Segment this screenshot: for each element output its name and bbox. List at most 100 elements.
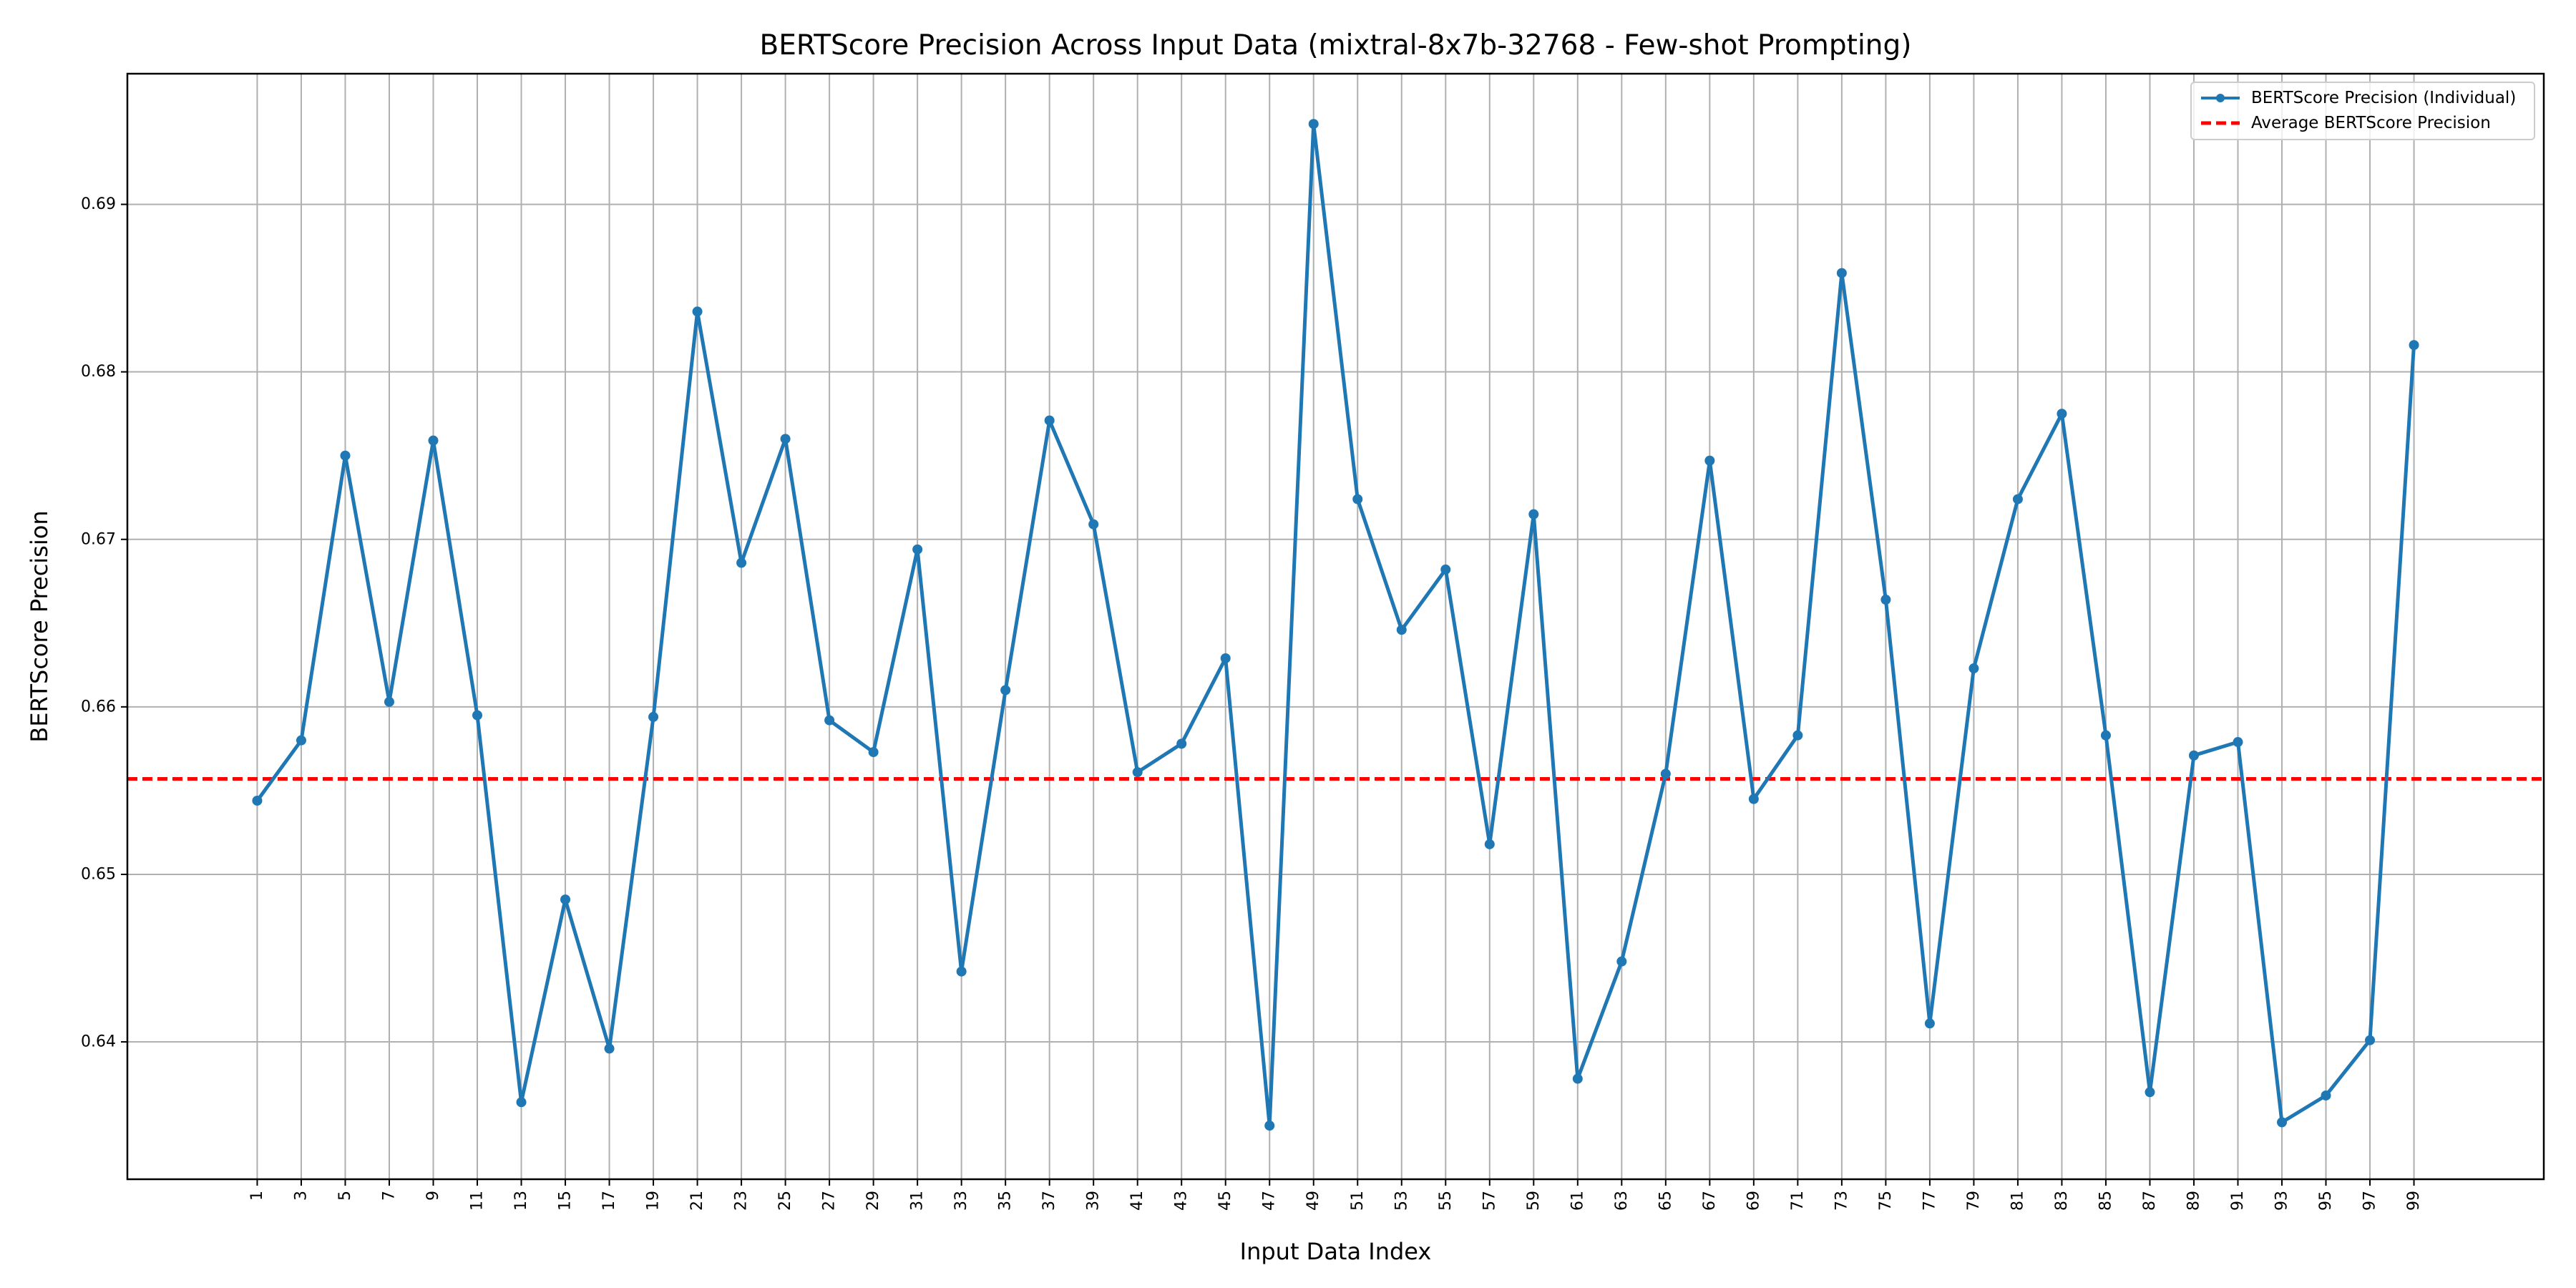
data-point <box>560 894 571 905</box>
x-tick-label: 81 <box>2009 1191 2026 1211</box>
legend-box <box>2190 82 2535 140</box>
x-tick-label: 77 <box>1921 1191 1938 1211</box>
data-point <box>1880 595 1891 605</box>
x-tick-label: 47 <box>1261 1191 1279 1211</box>
x-tick-label: 41 <box>1128 1191 1146 1211</box>
data-point <box>2100 730 2111 741</box>
data-point <box>2012 494 2023 504</box>
x-tick-label: 61 <box>1568 1191 1586 1211</box>
data-point <box>384 696 394 707</box>
data-point <box>296 735 306 746</box>
data-point <box>1924 1018 1935 1029</box>
x-tick-label: 33 <box>952 1191 970 1211</box>
x-tick-label: 91 <box>2229 1191 2247 1211</box>
x-tick-label: 19 <box>645 1191 663 1211</box>
data-point <box>1132 767 1143 778</box>
plot-frame <box>126 72 2545 1181</box>
data-point <box>2145 1087 2155 1098</box>
data-point <box>1176 738 1187 749</box>
data-point <box>780 434 791 444</box>
x-tick-label: 79 <box>1965 1191 1983 1211</box>
y-tick-label: 0.65 <box>81 865 116 883</box>
grid <box>127 74 2544 1179</box>
data-point <box>340 450 351 461</box>
x-tick-label: 87 <box>2141 1191 2159 1211</box>
legend-label-average: Average BERTScore Precision <box>2251 114 2491 132</box>
x-tick-label: 9 <box>424 1191 442 1201</box>
x-tick-label: 15 <box>557 1191 575 1211</box>
y-tick-label: 0.64 <box>81 1033 116 1051</box>
data-point <box>956 966 967 977</box>
legend-label-individual: BERTScore Precision (Individual) <box>2251 89 2516 107</box>
data-point <box>1704 455 1715 466</box>
x-tick-label: 51 <box>1349 1191 1367 1211</box>
x-tick-label: 67 <box>1701 1191 1719 1211</box>
data-point <box>2233 737 2243 748</box>
data-point <box>2277 1117 2288 1128</box>
data-point <box>912 544 923 555</box>
x-tick-label: 95 <box>2317 1191 2335 1211</box>
x-tick-label: 13 <box>512 1191 530 1211</box>
x-tick-label: 7 <box>380 1191 398 1201</box>
x-tick-label: 35 <box>997 1191 1015 1211</box>
x-tick-label: 11 <box>469 1191 487 1211</box>
data-point <box>1440 564 1451 575</box>
data-point <box>1968 663 1979 674</box>
x-tick-label: 59 <box>1525 1191 1543 1211</box>
data-point <box>1352 494 1363 504</box>
data-point <box>1396 625 1407 635</box>
x-tick-label: 21 <box>688 1191 706 1211</box>
data-point <box>2409 340 2419 351</box>
data-point <box>1308 119 1319 130</box>
x-tick-label: 55 <box>1437 1191 1455 1211</box>
data-point <box>1836 268 1847 278</box>
x-tick-label: 57 <box>1480 1191 1498 1211</box>
x-tick-label: 83 <box>2053 1191 2071 1211</box>
x-axis-label: Input Data Index <box>1240 1238 1432 1265</box>
data-point <box>1264 1121 1275 1131</box>
x-tick-label: 63 <box>1613 1191 1631 1211</box>
data-point <box>1616 956 1627 967</box>
x-tick-label: 71 <box>1789 1191 1807 1211</box>
x-tick-label: 93 <box>2273 1191 2291 1211</box>
x-tick-label: 45 <box>1216 1191 1234 1211</box>
x-tick-label: 39 <box>1085 1191 1103 1211</box>
data-point <box>1044 415 1055 426</box>
data-point <box>736 557 747 568</box>
x-tick-label: 75 <box>1877 1191 1895 1211</box>
x-tick-label: 99 <box>2405 1191 2423 1211</box>
chart-title: BERTScore Precision Across Input Data (m… <box>760 29 1912 62</box>
x-tick-label: 31 <box>909 1191 927 1211</box>
data-point <box>1748 794 1759 804</box>
data-point <box>824 715 835 726</box>
data-point <box>1660 769 1671 779</box>
x-tick-label: 37 <box>1040 1191 1058 1211</box>
x-tick-label: 49 <box>1304 1191 1322 1211</box>
x-tick-label: 43 <box>1173 1191 1191 1211</box>
y-tick-label: 0.66 <box>81 698 116 716</box>
x-tick-label: 23 <box>733 1191 751 1211</box>
legend: BERTScore Precision (Individual) Average… <box>2190 82 2535 140</box>
data-point <box>2321 1090 2331 1101</box>
y-axis-ticks: 0.64 0.65 0.66 0.67 0.68 0.69 <box>81 195 127 1051</box>
data-point <box>252 795 263 806</box>
x-tick-label: 69 <box>1745 1191 1762 1211</box>
series-layer <box>252 119 2419 1131</box>
x-tick-label: 65 <box>1657 1191 1674 1211</box>
y-axis-label: BERTScore Precision <box>26 510 53 742</box>
x-tick-label: 25 <box>776 1191 794 1211</box>
x-tick-label: 97 <box>2361 1191 2379 1211</box>
data-point <box>648 711 659 722</box>
data-point <box>1792 730 1803 741</box>
x-tick-label: 53 <box>1392 1191 1410 1211</box>
x-tick-label: 27 <box>821 1191 839 1211</box>
data-point <box>2365 1035 2376 1045</box>
data-point <box>692 306 703 317</box>
data-point <box>1528 509 1539 519</box>
legend-marker-individual <box>2216 94 2225 102</box>
data-point <box>1088 519 1099 530</box>
x-tick-label: 85 <box>2097 1191 2114 1211</box>
data-point <box>516 1097 527 1108</box>
x-tick-label: 1 <box>248 1191 266 1201</box>
